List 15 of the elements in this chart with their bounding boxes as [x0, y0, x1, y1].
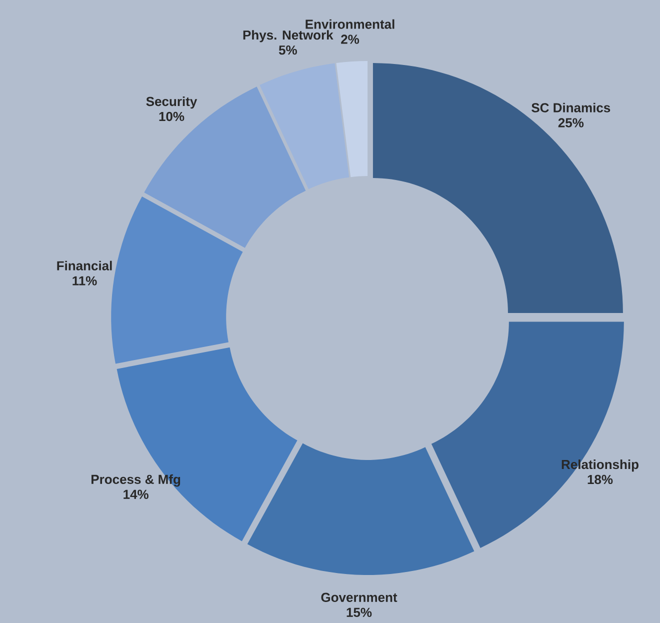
- slice-label: Financial: [57, 260, 112, 270]
- slice-label: Security: [146, 96, 198, 109]
- data-label: 2%: [341, 34, 360, 44]
- data-label: 15%: [346, 608, 372, 617]
- data-label: 18%: [588, 474, 613, 484]
- slice-label: Environmental: [306, 19, 394, 29]
- data-label: 11%: [72, 276, 97, 286]
- slice-label: Government: [321, 592, 398, 602]
- data-label: 25%: [558, 118, 584, 128]
- slice-label: SC Dinamics: [532, 102, 610, 112]
- slice-label: Phys. Network: [243, 30, 334, 42]
- slice-label: Process & Mfg: [92, 474, 180, 487]
- data-label: 5%: [278, 45, 297, 55]
- data-label: 14%: [124, 490, 148, 499]
- data-label: 10%: [159, 112, 184, 122]
